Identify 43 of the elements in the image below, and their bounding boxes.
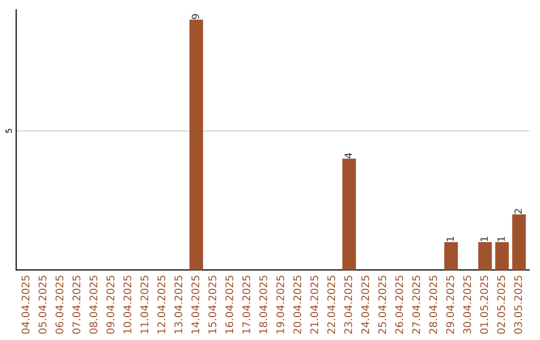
x-tick-label: 21.04.2025: [310, 276, 318, 334]
x-tick-label: 30.04.2025: [463, 276, 472, 334]
data-label: 4: [344, 153, 352, 158]
data-label: 9: [192, 14, 200, 19]
bar: [342, 158, 356, 270]
x-tick-label: 10.04.2025: [123, 276, 132, 334]
bar: [512, 214, 526, 270]
x-tick-label: 27.04.2025: [412, 276, 420, 334]
x-tick-label: 05.04.2025: [38, 276, 46, 334]
x-tick-label: 13.04.2025: [174, 276, 182, 334]
x-tick-label: 16.04.2025: [225, 276, 234, 334]
data-label: 2: [514, 209, 522, 214]
y-tick-label: 5: [6, 128, 12, 133]
x-tick-label: 22.04.2025: [327, 276, 336, 334]
x-tick-label: 19.04.2025: [276, 276, 284, 334]
x-tick-label: 06.04.2025: [56, 276, 64, 334]
x-tick-label: 14.04.2025: [191, 276, 200, 334]
x-tick-label: 20.04.2025: [293, 276, 302, 334]
data-label: 1: [498, 236, 505, 242]
x-tick-label: 18.04.2025: [259, 276, 268, 334]
x-tick-label: 02.05.2025: [497, 276, 506, 334]
x-tick-label: 28.04.2025: [429, 276, 438, 334]
data-label: 1: [446, 236, 454, 242]
x-tick-label: 03.05.2025: [514, 276, 522, 334]
x-tick-label: 23.04.2025: [344, 276, 352, 334]
x-tick-label: 09.04.2025: [106, 276, 114, 334]
bar: [444, 242, 458, 270]
x-tick-label: 12.04.2025: [157, 276, 166, 334]
bar: [495, 242, 509, 270]
data-label: 1: [480, 236, 488, 242]
x-tick-label: 25.04.2025: [378, 276, 386, 334]
bar: [478, 242, 492, 270]
x-tick-label: 15.04.2025: [208, 276, 216, 334]
x-tick-label: 01.05.2025: [480, 276, 488, 334]
x-tick-label: 11.04.2025: [140, 276, 148, 334]
x-tick-label: 04.04.2025: [22, 276, 30, 334]
x-tick-label: 24.04.2025: [361, 276, 370, 334]
x-tick-label: 17.04.2025: [242, 276, 250, 334]
x-tick-label: 07.04.2025: [72, 276, 80, 334]
x-tick-label: 08.04.2025: [89, 276, 98, 334]
x-tick-label: 26.04.2025: [395, 276, 404, 334]
bar: [189, 20, 204, 270]
x-tick-label: 29.04.2025: [446, 276, 454, 334]
